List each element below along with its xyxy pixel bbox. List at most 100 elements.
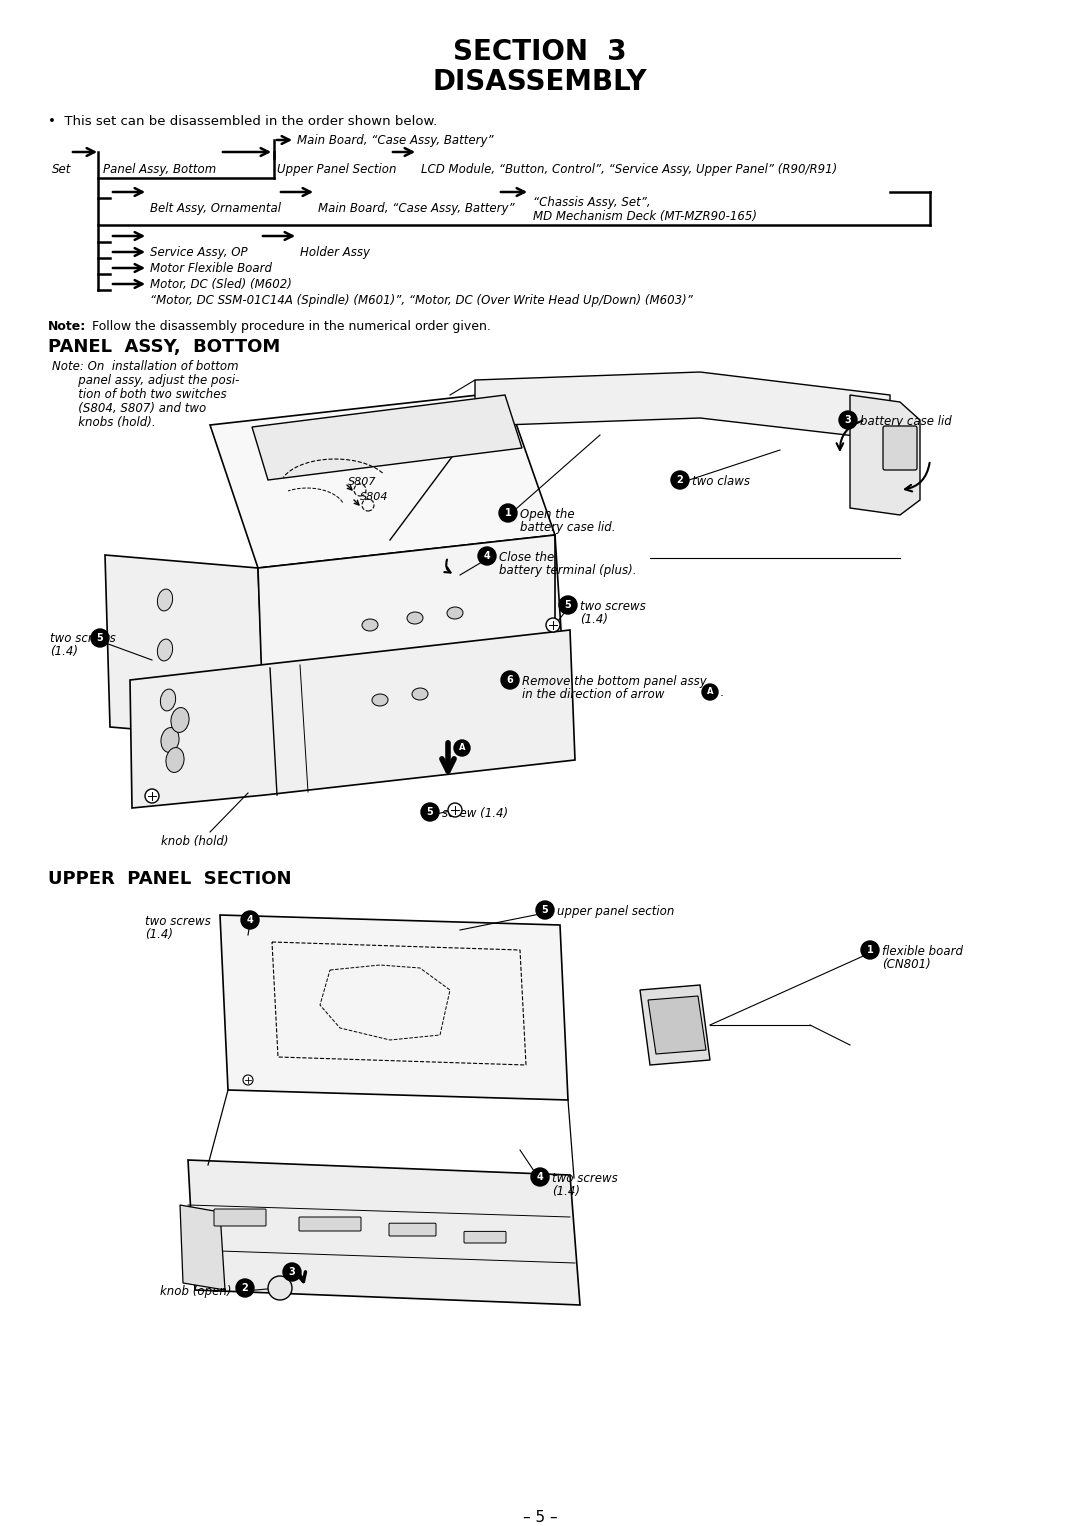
Text: “Chassis Assy, Set”,: “Chassis Assy, Set”, <box>534 195 650 209</box>
FancyBboxPatch shape <box>464 1231 507 1244</box>
Ellipse shape <box>158 639 173 661</box>
Text: UPPER  PANEL  SECTION: UPPER PANEL SECTION <box>48 870 292 888</box>
Text: LCD Module, “Button, Control”, “Service Assy, Upper Panel” (R90/R91): LCD Module, “Button, Control”, “Service … <box>421 163 837 175</box>
Text: (1.4): (1.4) <box>552 1186 580 1198</box>
Text: 5: 5 <box>96 633 104 642</box>
Text: battery case lid.: battery case lid. <box>519 520 616 534</box>
Circle shape <box>501 671 519 690</box>
Text: Note: On  installation of bottom: Note: On installation of bottom <box>52 360 239 372</box>
Text: MD Mechanism Deck (MT-MZR90-165): MD Mechanism Deck (MT-MZR90-165) <box>534 211 757 223</box>
Text: Set: Set <box>52 163 71 175</box>
Circle shape <box>531 1167 549 1186</box>
Text: (1.4): (1.4) <box>580 613 608 626</box>
Circle shape <box>448 803 462 816</box>
Text: two screws: two screws <box>145 916 211 928</box>
Polygon shape <box>130 630 575 807</box>
Text: Close the: Close the <box>499 551 554 565</box>
Polygon shape <box>475 372 890 439</box>
Text: .: . <box>720 685 724 699</box>
Text: knob (hold): knob (hold) <box>161 835 229 848</box>
Text: 3: 3 <box>845 415 851 426</box>
Text: 1: 1 <box>866 945 874 955</box>
Text: upper panel section: upper panel section <box>557 905 674 919</box>
Text: Motor Flexible Board: Motor Flexible Board <box>150 262 272 275</box>
Ellipse shape <box>407 612 423 624</box>
Circle shape <box>702 684 718 700</box>
Polygon shape <box>180 1206 225 1289</box>
FancyBboxPatch shape <box>299 1218 361 1231</box>
Circle shape <box>861 942 879 958</box>
Text: A: A <box>459 743 465 752</box>
Ellipse shape <box>166 748 184 772</box>
Text: Main Board, “Case Assy, Battery”: Main Board, “Case Assy, Battery” <box>318 201 515 215</box>
Text: 4: 4 <box>246 916 254 925</box>
Text: (CN801): (CN801) <box>882 958 931 971</box>
Polygon shape <box>648 996 706 1054</box>
Text: S807: S807 <box>348 478 377 487</box>
Text: battery case lid: battery case lid <box>860 415 951 427</box>
Circle shape <box>559 597 577 613</box>
Circle shape <box>237 1279 254 1297</box>
Text: “Motor, DC SSM-01C14A (Spindle) (M601)”, “Motor, DC (Over Write Head Up/Down) (M: “Motor, DC SSM-01C14A (Spindle) (M601)”,… <box>150 295 693 307</box>
Text: screw (1.4): screw (1.4) <box>442 807 508 819</box>
Circle shape <box>454 740 470 755</box>
Text: knobs (hold).: knobs (hold). <box>52 417 156 429</box>
Text: Main Board, “Case Assy, Battery”: Main Board, “Case Assy, Battery” <box>297 134 494 146</box>
Circle shape <box>421 803 438 821</box>
Text: 3: 3 <box>288 1267 295 1277</box>
Ellipse shape <box>158 589 173 610</box>
Text: 4: 4 <box>484 551 490 562</box>
Text: 5: 5 <box>427 807 433 816</box>
Text: panel assy, adjust the posi-: panel assy, adjust the posi- <box>52 374 240 388</box>
Text: 5: 5 <box>565 600 571 610</box>
Polygon shape <box>188 1160 580 1305</box>
Polygon shape <box>640 984 710 1065</box>
Polygon shape <box>252 395 522 481</box>
Circle shape <box>242 913 252 923</box>
Text: SECTION  3: SECTION 3 <box>454 38 626 66</box>
Text: A: A <box>706 688 713 696</box>
Text: 2: 2 <box>677 475 684 485</box>
Text: Belt Assy, Ornamental: Belt Assy, Ornamental <box>150 201 281 215</box>
Ellipse shape <box>160 690 176 711</box>
Text: Holder Assy: Holder Assy <box>300 246 370 259</box>
Text: Motor, DC (Sled) (M602): Motor, DC (Sled) (M602) <box>150 278 292 291</box>
Text: two screws: two screws <box>50 632 116 645</box>
Circle shape <box>145 789 159 803</box>
FancyBboxPatch shape <box>389 1224 436 1236</box>
Circle shape <box>499 504 517 522</box>
Text: S804: S804 <box>360 491 389 502</box>
Circle shape <box>243 1074 253 1085</box>
Text: (1.4): (1.4) <box>50 645 78 658</box>
Text: DISASSEMBLY: DISASSEMBLY <box>433 69 647 96</box>
Text: Upper Panel Section: Upper Panel Section <box>276 163 396 175</box>
FancyBboxPatch shape <box>214 1209 266 1225</box>
Polygon shape <box>210 392 555 568</box>
Text: tion of both two switches: tion of both two switches <box>52 388 227 401</box>
Circle shape <box>671 472 689 488</box>
FancyBboxPatch shape <box>883 426 917 470</box>
Circle shape <box>283 1264 301 1280</box>
Circle shape <box>241 911 259 929</box>
Text: 2: 2 <box>242 1283 248 1293</box>
Circle shape <box>91 629 109 647</box>
Text: 1: 1 <box>504 508 511 517</box>
Circle shape <box>839 410 858 429</box>
Text: •  This set can be disassembled in the order shown below.: • This set can be disassembled in the or… <box>48 114 437 128</box>
Ellipse shape <box>411 688 428 700</box>
Text: (S804, S807) and two: (S804, S807) and two <box>52 401 206 415</box>
Text: Follow the disassembly procedure in the numerical order given.: Follow the disassembly procedure in the … <box>92 320 491 333</box>
Polygon shape <box>258 536 568 774</box>
Polygon shape <box>105 555 265 740</box>
Ellipse shape <box>447 607 463 620</box>
Text: Service Assy, OP: Service Assy, OP <box>150 246 247 259</box>
Ellipse shape <box>362 620 378 632</box>
Ellipse shape <box>372 694 388 707</box>
Text: Remove the bottom panel assy: Remove the bottom panel assy <box>522 674 706 688</box>
Ellipse shape <box>171 708 189 732</box>
Circle shape <box>268 1276 292 1300</box>
Text: flexible board: flexible board <box>882 945 963 958</box>
Text: knob (open): knob (open) <box>160 1285 231 1299</box>
Text: in the direction of arrow: in the direction of arrow <box>522 688 669 700</box>
Text: two claws: two claws <box>692 475 750 488</box>
